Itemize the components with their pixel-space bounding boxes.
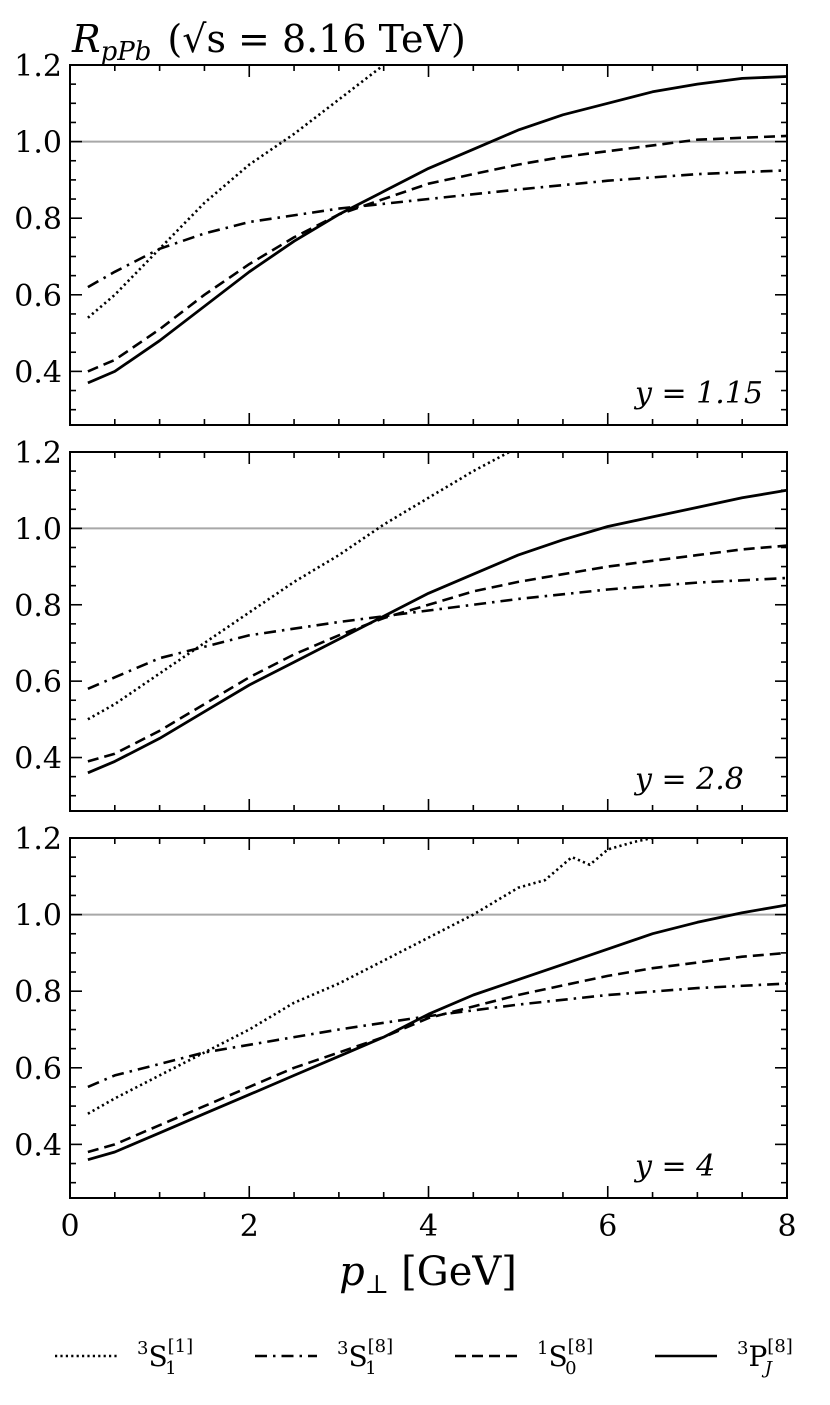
y-tick-label: 0.8 (14, 589, 62, 624)
y-tick-label: 1.0 (14, 126, 62, 161)
y-tick-label: 0.4 (14, 1128, 62, 1163)
legend-item: 3S[8] 1 (255, 1336, 393, 1379)
legend-label: 3S[1] 1 (137, 1336, 193, 1379)
y-tick-label: 0.6 (14, 279, 62, 314)
series-line-3S1-8 (87, 982, 787, 1089)
legend-label: 1S[8] 0 (537, 1336, 593, 1379)
panels-group: 0.4 0.6 0.8 1.0 1.2 y = 1.15 0.4 0.6 0.8 1.0 1.2 y … (14, 49, 796, 1244)
panel-annotation: y = 4 (633, 1149, 715, 1184)
x-tick-label: 2 (240, 1209, 259, 1244)
legend: 3S[1] 1 3S[8] 1 1S[8] 0 3P[8] J (55, 1336, 793, 1379)
series-line-3S1-1 (87, 838, 653, 1115)
series-line-3S1-8 (87, 169, 787, 289)
series-line-1S0-8 (87, 544, 787, 763)
legend-item: 3P[8] J (655, 1336, 793, 1379)
y-tick-label: 0.4 (14, 742, 62, 777)
series-line-3S1-1 (87, 65, 385, 319)
x-tick-label: 8 (777, 1209, 796, 1244)
panel-annotation: y = 2.8 (633, 762, 744, 797)
legend-item: 1S[8] 0 (455, 1336, 593, 1379)
series-line-1S0-8 (87, 951, 787, 1154)
figure-title: RpPb (√s = 8.16 TeV) (71, 17, 466, 67)
panel-frame (69, 64, 788, 426)
legend-label: 3S[8] 1 (337, 1336, 393, 1379)
x-tick-label: 0 (60, 1209, 79, 1244)
y-tick-label: 1.0 (14, 512, 62, 547)
series-line-3PJ-8 (87, 903, 787, 1162)
y-tick-label: 1.2 (14, 49, 62, 84)
y-tick-label: 1.0 (14, 899, 62, 934)
y-tick-label: 0.4 (14, 355, 62, 390)
panel-annotation: y = 1.15 (633, 376, 763, 411)
panel-frame (69, 451, 788, 812)
y-tick-label: 0.8 (14, 975, 62, 1010)
y-tick-label: 1.2 (14, 436, 62, 471)
series-line-3S1-8 (87, 576, 787, 690)
title-main: R (71, 17, 101, 61)
xlabel-p: p (339, 1249, 365, 1295)
panel-2: 0.4 0.6 0.8 1.0 1.2 y = 2.8 (14, 436, 788, 812)
x-axis-label: p⊥ [GeV] (339, 1249, 517, 1300)
y-tick-label: 0.6 (14, 1052, 62, 1087)
legend-label: 3P[8] J (737, 1336, 793, 1379)
y-tick-label: 0.8 (14, 202, 62, 237)
panel-1: 0.4 0.6 0.8 1.0 1.2 y = 1.15 (14, 49, 788, 426)
series-line-1S0-8 (87, 134, 787, 373)
x-tick-label: 4 (419, 1209, 438, 1244)
x-tick-label: 6 (598, 1209, 617, 1244)
series-line-3PJ-8 (87, 75, 787, 385)
xlabel-perp: ⊥ (365, 1270, 389, 1300)
xlabel-unit: [GeV] (401, 1249, 517, 1295)
title-rest: (√s = 8.16 TeV) (167, 17, 465, 61)
y-tick-label: 1.2 (14, 822, 62, 857)
legend-item: 3S[1] 1 (55, 1336, 193, 1379)
series-line-3PJ-8 (87, 488, 787, 775)
panel-3: 0.4 0.6 0.8 1.0 1.2 0 2 4 6 8 y = 4 (14, 822, 796, 1244)
title-sub: pPb (101, 37, 152, 67)
y-tick-label: 0.6 (14, 665, 62, 700)
